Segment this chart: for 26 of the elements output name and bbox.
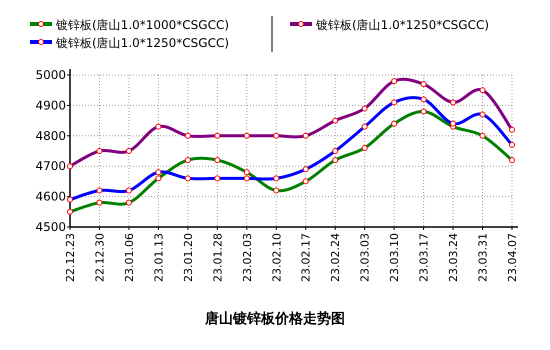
x-tick-label: 22.12.23 bbox=[64, 233, 77, 282]
y-tick-label: 4800 bbox=[35, 128, 66, 143]
x-tick-label: 22.12.30 bbox=[93, 233, 106, 282]
x-tick-label: 23.03.17 bbox=[418, 233, 431, 282]
text: 唐山镀锌板价格走势图 bbox=[204, 310, 345, 327]
legend-label: 镀锌板(唐山1.0*1250*CSGCC) bbox=[55, 36, 230, 50]
x-tick-label: 23.01.28 bbox=[211, 233, 224, 282]
legend-label: 镀锌板(唐山1.0*1000*CSGCC) bbox=[55, 18, 230, 32]
y-tick-label: 4900 bbox=[35, 98, 66, 112]
x-tick-label: 23.03.10 bbox=[388, 233, 402, 282]
x-tick-label: 23.03.03 bbox=[358, 233, 372, 282]
y-tick-label: 4600 bbox=[35, 190, 66, 204]
y-tick-label: 4500 bbox=[35, 220, 66, 234]
x-tick-label: 23.02.10 bbox=[270, 233, 284, 282]
x-tick-label: 23.02.03 bbox=[240, 233, 254, 282]
legend-label: 镀锌板(唐山1.0*1250*CSGCC) bbox=[315, 18, 490, 32]
y-tick-label: 4700 bbox=[35, 159, 66, 174]
x-tick-label: 23.03.24 bbox=[447, 233, 460, 282]
x-tick-label: 23.03.31 bbox=[476, 233, 490, 282]
y-tick-label: 5000 bbox=[35, 68, 66, 82]
x-tick-label: 23.01.13 bbox=[152, 233, 166, 282]
x-tick-label: 23.04.07 bbox=[506, 233, 519, 282]
x-tick-label: 23.02.17 bbox=[300, 233, 313, 282]
x-tick-label: 23.02.24 bbox=[329, 233, 342, 282]
x-tick-label: 23.01.06 bbox=[122, 233, 136, 282]
x-tick-label: 23.01.20 bbox=[182, 233, 195, 282]
